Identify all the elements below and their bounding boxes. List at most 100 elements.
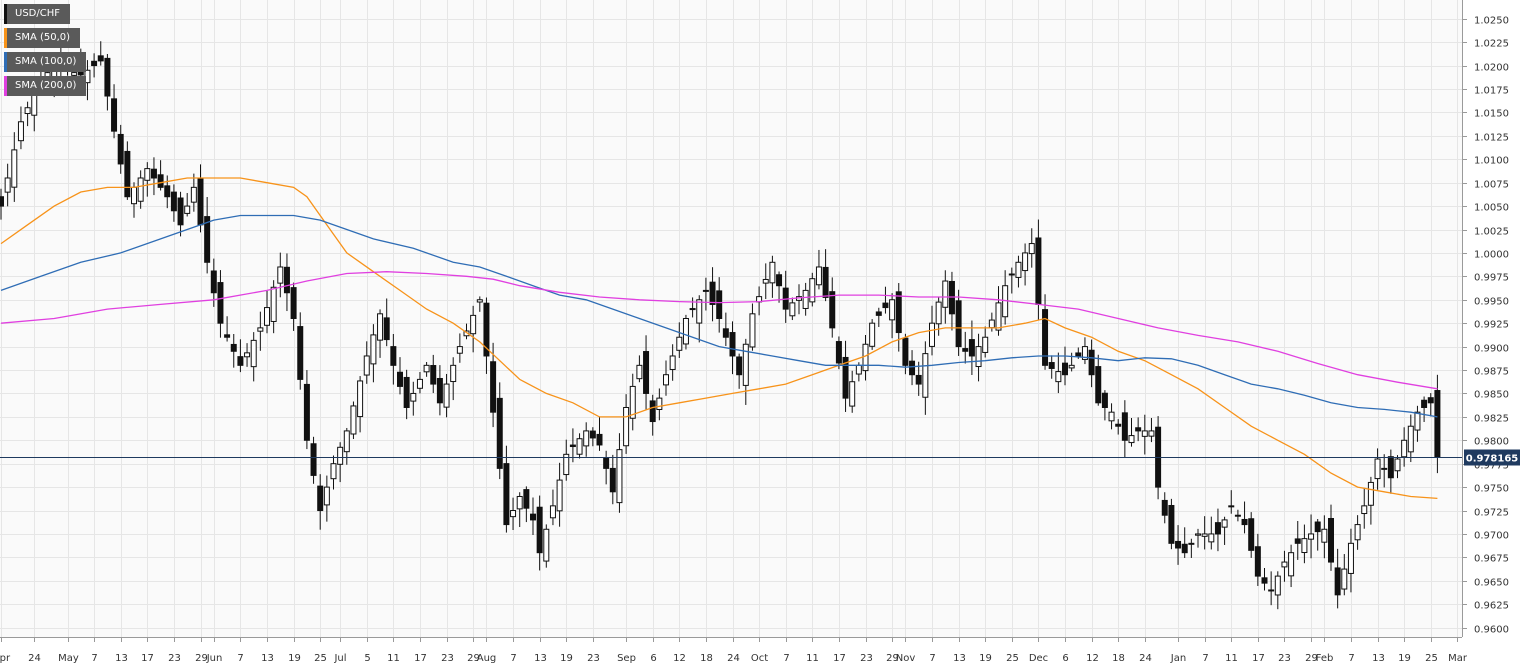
candle-body xyxy=(962,348,969,352)
y-tick-label: 0.9750 xyxy=(1474,484,1509,495)
y-tick-label: 0.9850 xyxy=(1474,390,1509,401)
candle xyxy=(1427,393,1434,417)
candle-body xyxy=(1387,456,1394,479)
y-tick-label: 1.0250 xyxy=(1474,16,1509,27)
candle xyxy=(1055,352,1062,394)
candle xyxy=(549,489,556,526)
x-tick-label: 12 xyxy=(673,653,686,664)
candle xyxy=(815,249,822,290)
candle xyxy=(157,160,164,191)
candle-body xyxy=(390,346,397,366)
candle-body xyxy=(137,177,144,202)
candle-body xyxy=(656,397,663,410)
candle-body xyxy=(24,107,31,115)
candle xyxy=(1022,243,1029,286)
x-tick-label: 29 xyxy=(886,653,899,664)
candlestick-series xyxy=(0,41,1441,610)
candle-body xyxy=(1341,568,1348,590)
candle xyxy=(303,370,310,450)
x-tick-label: 13 xyxy=(1372,653,1385,664)
candle-body xyxy=(968,339,975,357)
candle xyxy=(343,427,350,465)
candle-body xyxy=(1228,505,1235,508)
candle-body xyxy=(496,397,503,469)
x-tick-label: 12 xyxy=(1086,653,1099,664)
candle xyxy=(1175,525,1182,565)
candle-body xyxy=(144,168,151,181)
candle-body xyxy=(616,449,623,504)
x-tick-label: 25 xyxy=(1425,653,1438,664)
candle xyxy=(656,388,663,421)
candle-body xyxy=(317,485,324,512)
candle-body xyxy=(1214,522,1221,535)
candle-body xyxy=(1394,458,1401,472)
candle xyxy=(290,282,297,331)
candle xyxy=(789,297,796,321)
candle xyxy=(922,341,929,415)
moving-average-lines xyxy=(0,177,1438,500)
candle-body xyxy=(1301,538,1308,554)
candle-body xyxy=(303,383,310,441)
candle xyxy=(496,382,503,480)
candle xyxy=(230,333,237,368)
candle xyxy=(403,369,410,420)
y-tick-label: 1.0150 xyxy=(1474,109,1509,120)
x-tick-label: 23 xyxy=(168,653,181,664)
candle-body xyxy=(1254,546,1261,577)
candle xyxy=(643,335,650,410)
candle-body xyxy=(583,430,590,447)
candle-body xyxy=(663,374,669,386)
candle xyxy=(1115,419,1122,435)
candle xyxy=(1421,396,1428,422)
x-tick-label: 5 xyxy=(364,653,370,664)
candle-body xyxy=(270,286,277,322)
candle xyxy=(563,439,570,481)
candle-body xyxy=(283,266,290,294)
candle-body xyxy=(596,433,603,446)
candle-body xyxy=(170,191,177,212)
y-tick-label: 0.9950 xyxy=(1474,297,1509,308)
candle xyxy=(483,297,490,374)
candle-body xyxy=(0,196,4,207)
y-axis: 1.0250 1.0225 1.0200 1.0175 1.0150 1.0125 1.01… xyxy=(1462,0,1509,637)
candle-body xyxy=(197,178,204,226)
legend-label: SMA (50,0) xyxy=(15,32,71,43)
candle xyxy=(330,455,337,490)
candle-body xyxy=(1088,349,1095,376)
candle-body xyxy=(649,400,656,423)
x-tick-label: 17 xyxy=(414,653,427,664)
candle xyxy=(1308,514,1315,559)
y-tick-label: 0.9900 xyxy=(1474,344,1509,355)
candle-body xyxy=(97,55,104,62)
candle-body xyxy=(204,216,211,263)
candle-body xyxy=(696,299,703,324)
candle-body xyxy=(722,328,729,338)
candle xyxy=(250,332,257,382)
grid-lines xyxy=(0,0,1462,637)
candle xyxy=(1195,528,1201,548)
candle xyxy=(1334,548,1341,609)
x-tick-label: 23 xyxy=(441,653,454,664)
candle xyxy=(463,323,470,340)
candle xyxy=(1088,339,1095,388)
candle-body xyxy=(536,506,543,554)
candle xyxy=(184,192,191,217)
candle-body xyxy=(397,371,403,387)
candle-body xyxy=(210,270,217,294)
candle-body xyxy=(543,528,550,562)
candle-body xyxy=(1268,589,1275,592)
candle xyxy=(1101,390,1108,421)
candle xyxy=(1268,571,1275,606)
candle xyxy=(822,249,829,302)
candle xyxy=(1062,346,1068,386)
legend-swatch xyxy=(4,28,7,48)
candle-body xyxy=(1367,481,1374,506)
candle-body xyxy=(1281,561,1288,568)
candle xyxy=(323,475,330,522)
candle xyxy=(224,316,231,342)
candle-body xyxy=(1181,543,1188,554)
candle-body xyxy=(117,133,124,165)
y-tick-label: 0.9975 xyxy=(1474,273,1509,284)
y-tick-label: 0.9725 xyxy=(1474,508,1509,519)
candle-body xyxy=(1175,540,1182,549)
